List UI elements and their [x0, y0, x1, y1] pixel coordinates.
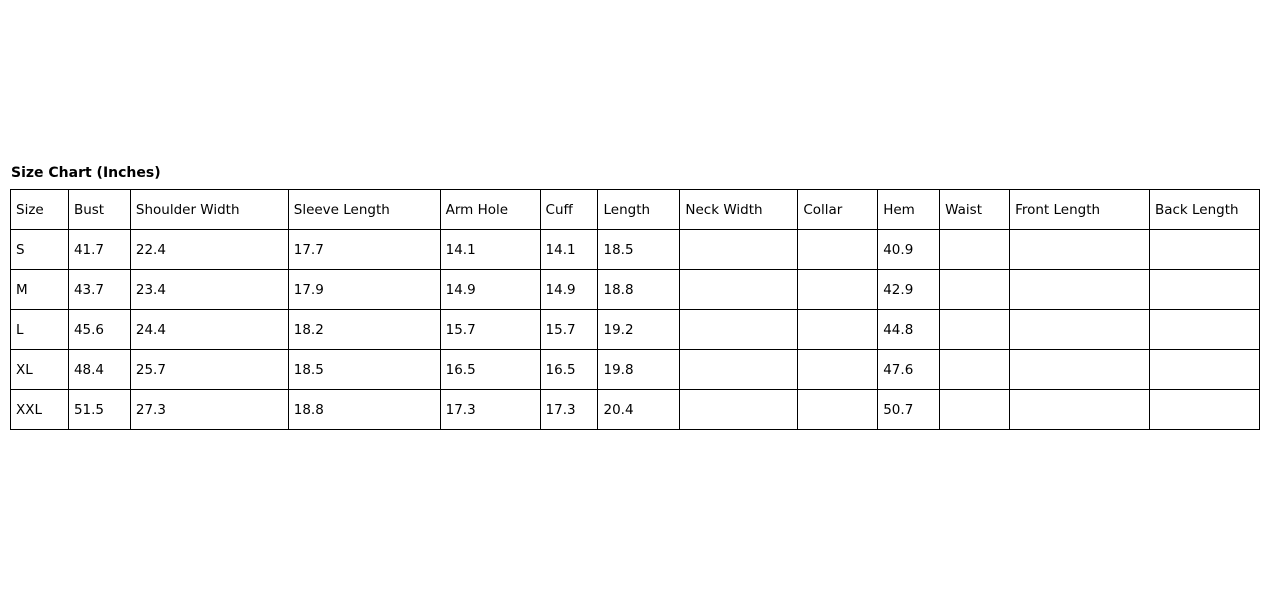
cell-m-sleeve-length: 17.9 — [287, 269, 441, 310]
cell-xxl-size: XXL — [10, 389, 69, 430]
cell-xl-neck-width — [679, 349, 799, 390]
cell-m-back-length — [1148, 269, 1261, 310]
cell-m-neck-width — [679, 269, 799, 310]
column-header-hem: Hem — [877, 189, 941, 230]
cell-s-length: 18.5 — [597, 229, 681, 270]
column-header-front-length: Front Length — [1009, 189, 1150, 230]
cell-xxl-collar — [797, 389, 879, 430]
cell-xxl-arm-hole: 17.3 — [439, 389, 541, 430]
table-row-l: L 45.6 24.4 18.2 15.7 15.7 19.2 44.8 — [10, 309, 1261, 350]
cell-xl-hem: 47.6 — [877, 349, 941, 390]
cell-m-shoulder-width: 23.4 — [129, 269, 289, 310]
table-row-xl: XL 48.4 25.7 18.5 16.5 16.5 19.8 47.6 — [10, 349, 1261, 390]
cell-xxl-front-length — [1009, 389, 1150, 430]
cell-xxl-bust: 51.5 — [67, 389, 131, 430]
cell-s-cuff: 14.1 — [539, 229, 599, 270]
cell-xxl-neck-width — [679, 389, 799, 430]
cell-xxl-shoulder-width: 27.3 — [129, 389, 289, 430]
cell-s-shoulder-width: 22.4 — [129, 229, 289, 270]
cell-s-sleeve-length: 17.7 — [287, 229, 441, 270]
table-row-m: M 43.7 23.4 17.9 14.9 14.9 18.8 42.9 — [10, 269, 1261, 310]
cell-xxl-back-length — [1148, 389, 1261, 430]
cell-s-bust: 41.7 — [67, 229, 131, 270]
cell-l-cuff: 15.7 — [539, 309, 599, 350]
cell-xl-length: 19.8 — [597, 349, 681, 390]
column-header-sleeve-length: Sleeve Length — [287, 189, 441, 230]
cell-xl-back-length — [1148, 349, 1261, 390]
column-header-waist: Waist — [939, 189, 1011, 230]
size-chart-section: Size Chart (Inches) Size Bust Shoulder Wid… — [10, 165, 1261, 430]
cell-xl-shoulder-width: 25.7 — [129, 349, 289, 390]
column-header-back-length: Back Length — [1148, 189, 1261, 230]
column-header-collar: Collar — [797, 189, 879, 230]
cell-m-hem: 42.9 — [877, 269, 941, 310]
cell-xl-waist — [939, 349, 1011, 390]
column-header-length: Length — [597, 189, 681, 230]
cell-xl-size: XL — [10, 349, 69, 390]
column-header-bust: Bust — [67, 189, 131, 230]
cell-l-length: 19.2 — [597, 309, 681, 350]
cell-l-arm-hole: 15.7 — [439, 309, 541, 350]
cell-s-neck-width — [679, 229, 799, 270]
size-chart-body: S 41.7 22.4 17.7 14.1 14.1 18.5 40.9 M 43.7 23.4 17… — [10, 229, 1261, 430]
size-chart-table: Size Bust Shoulder Width Sleeve Length Arm H… — [10, 189, 1261, 430]
cell-l-back-length — [1148, 309, 1261, 350]
cell-xxl-cuff: 17.3 — [539, 389, 599, 430]
cell-l-front-length — [1009, 309, 1150, 350]
size-chart-title: Size Chart (Inches) — [11, 165, 161, 181]
cell-m-size: M — [10, 269, 69, 310]
cell-m-arm-hole: 14.9 — [439, 269, 541, 310]
cell-xl-bust: 48.4 — [67, 349, 131, 390]
cell-xxl-length: 20.4 — [597, 389, 681, 430]
cell-l-shoulder-width: 24.4 — [129, 309, 289, 350]
cell-l-sleeve-length: 18.2 — [287, 309, 441, 350]
cell-s-hem: 40.9 — [877, 229, 941, 270]
cell-xl-collar — [797, 349, 879, 390]
cell-l-size: L — [10, 309, 69, 350]
cell-m-collar — [797, 269, 879, 310]
cell-m-cuff: 14.9 — [539, 269, 599, 310]
cell-l-collar — [797, 309, 879, 350]
column-header-arm-hole: Arm Hole — [439, 189, 541, 230]
cell-m-length: 18.8 — [597, 269, 681, 310]
cell-s-size: S — [10, 229, 69, 270]
cell-xl-cuff: 16.5 — [539, 349, 599, 390]
cell-l-hem: 44.8 — [877, 309, 941, 350]
table-row-s: S 41.7 22.4 17.7 14.1 14.1 18.5 40.9 — [10, 229, 1261, 270]
cell-xxl-hem: 50.7 — [877, 389, 941, 430]
cell-xl-arm-hole: 16.5 — [439, 349, 541, 390]
table-row-xxl: XXL 51.5 27.3 18.8 17.3 17.3 20.4 50.7 — [10, 389, 1261, 430]
cell-s-waist — [939, 229, 1011, 270]
header-row: Size Bust Shoulder Width Sleeve Length Arm H… — [10, 189, 1261, 230]
cell-xxl-sleeve-length: 18.8 — [287, 389, 441, 430]
cell-s-front-length — [1009, 229, 1150, 270]
column-header-shoulder-width: Shoulder Width — [129, 189, 289, 230]
cell-l-bust: 45.6 — [67, 309, 131, 350]
cell-m-bust: 43.7 — [67, 269, 131, 310]
cell-l-neck-width — [679, 309, 799, 350]
cell-s-back-length — [1148, 229, 1261, 270]
cell-xxl-waist — [939, 389, 1011, 430]
column-header-neck-width: Neck Width — [679, 189, 799, 230]
cell-xl-sleeve-length: 18.5 — [287, 349, 441, 390]
cell-s-arm-hole: 14.1 — [439, 229, 541, 270]
cell-xl-front-length — [1009, 349, 1150, 390]
cell-s-collar — [797, 229, 879, 270]
column-header-size: Size — [10, 189, 69, 230]
column-header-cuff: Cuff — [539, 189, 599, 230]
cell-m-front-length — [1009, 269, 1150, 310]
cell-m-waist — [939, 269, 1011, 310]
cell-l-waist — [939, 309, 1011, 350]
